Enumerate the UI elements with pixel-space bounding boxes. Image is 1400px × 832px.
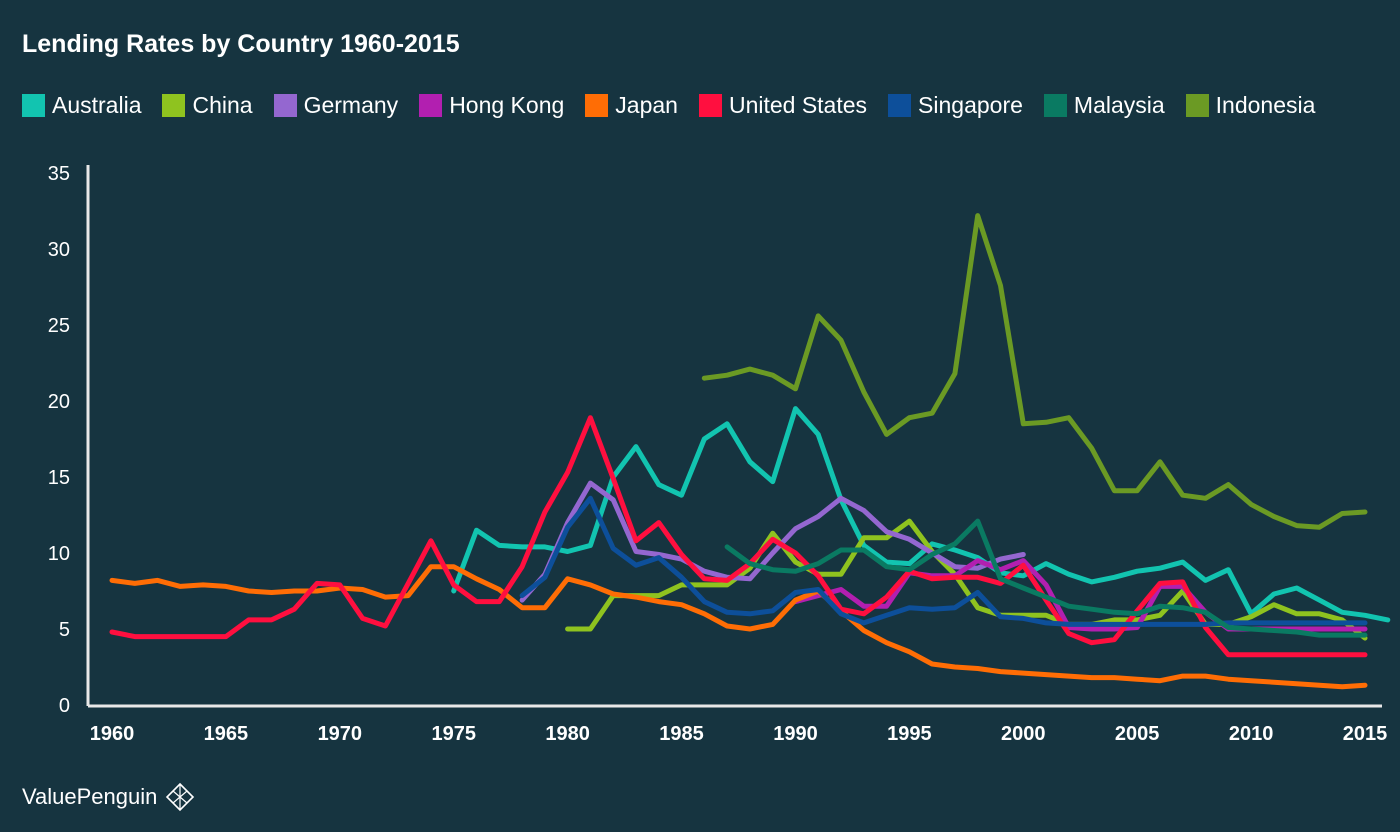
legend-item-australia: Australia [22, 92, 141, 119]
legend-label: Hong Kong [449, 92, 565, 118]
brand-name: ValuePenguin [22, 784, 158, 809]
legend-item-singapore: Singapore [888, 92, 1023, 119]
x-tick-label: 1995 [887, 723, 932, 745]
y-tick-label: 25 [48, 315, 70, 337]
series-line-malaysia [724, 518, 1368, 638]
y-tick-label: 10 [48, 543, 70, 565]
series-line-germany [519, 480, 1026, 603]
legend-item-china: China [162, 92, 253, 119]
x-tick-label: 1990 [773, 723, 818, 745]
y-tick-label: 20 [48, 391, 70, 413]
y-tick-label: 0 [59, 695, 70, 717]
legend-swatch [162, 94, 186, 117]
y-tick-label: 15 [48, 467, 70, 489]
legend-swatch [585, 94, 609, 117]
y-tick-label: 35 [48, 163, 70, 185]
legend-swatch [888, 94, 912, 117]
series-line-australia [451, 406, 1391, 623]
y-tick-label: 5 [59, 619, 70, 641]
legend-label: Singapore [918, 92, 1023, 118]
y-tick-label: 30 [48, 239, 70, 261]
x-tick-label: 2000 [1001, 723, 1046, 745]
legend-swatch [1185, 94, 1209, 117]
brand-logo: ValuePenguin [22, 782, 195, 812]
x-tick-label: 1965 [204, 723, 249, 745]
legend-item-united-states: United States [698, 92, 868, 119]
legend-label: China [192, 92, 253, 118]
legend-swatch [419, 94, 443, 117]
series-line-japan [109, 564, 1368, 690]
legend-item-germany: Germany [273, 92, 399, 119]
series-line-united-states [109, 415, 1368, 658]
x-tick-label: 1985 [659, 723, 704, 745]
x-tick-label: 2010 [1229, 723, 1274, 745]
legend-item-indonesia: Indonesia [1185, 92, 1316, 119]
legend-item-malaysia: Malaysia [1043, 92, 1165, 119]
x-tick-label: 2015 [1343, 723, 1388, 745]
chart-legend: Australia China Germany Hong Kong Japan Unite… [22, 92, 1336, 119]
legend-label: Indonesia [1215, 92, 1316, 118]
legend-item-japan: Japan [585, 92, 678, 119]
legend-label: Japan [615, 92, 678, 118]
legend-swatch [698, 94, 722, 117]
legend-swatch [22, 94, 45, 117]
chart-title: Lending Rates by Country 1960-2015 [22, 30, 460, 58]
legend-label: Malaysia [1073, 92, 1165, 118]
series-line-indonesia [701, 213, 1368, 530]
x-tick-label: 1975 [431, 723, 476, 745]
legend-item-hong-kong: Hong Kong [419, 92, 564, 119]
x-tick-label: 1960 [90, 723, 135, 745]
legend-swatch [273, 94, 297, 117]
legend-label: United States [728, 92, 868, 118]
legend-swatch [1043, 94, 1067, 117]
x-tick-label: 1970 [318, 723, 363, 745]
x-tick-label: 1980 [545, 723, 590, 745]
legend-label: Germany [303, 92, 399, 118]
x-tick-label: 2005 [1115, 723, 1160, 745]
penguin-logo-icon [166, 782, 195, 812]
legend-label: Australia [52, 92, 142, 118]
